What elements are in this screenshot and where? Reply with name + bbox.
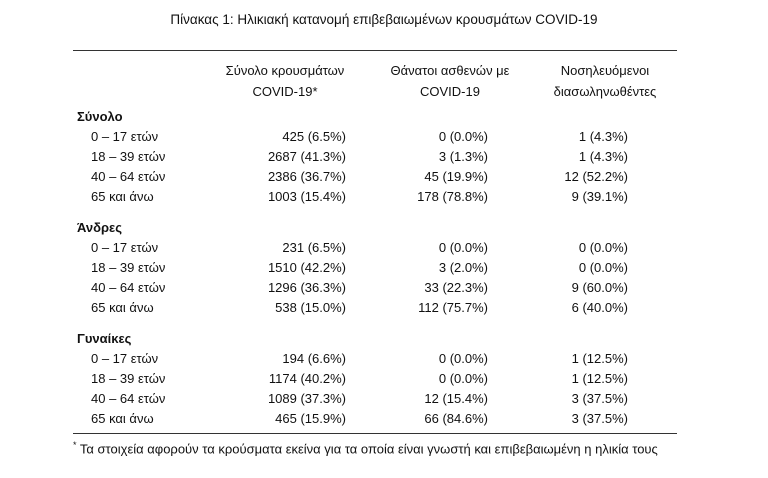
group-title: Άνδρες bbox=[77, 220, 122, 235]
deaths-cell: 45 (19.9%) bbox=[424, 169, 488, 184]
cases-cell: 538 (15.0%) bbox=[275, 300, 346, 315]
deaths-cell: 3 (2.0%) bbox=[438, 260, 488, 275]
intubated-cell: 0 (0.0%) bbox=[578, 240, 628, 255]
age-cell: 0 – 17 ετών bbox=[91, 240, 159, 255]
intubated-cell: 1 (4.3%) bbox=[578, 149, 628, 164]
table-row: 18 – 39 ετών 1510 (42.2%) 3 (2.0%) 0 (0.0%) bbox=[73, 258, 677, 278]
intubated-cell: 9 (39.1%) bbox=[571, 189, 628, 204]
cases-cell: 425 (6.5%) bbox=[282, 129, 346, 144]
header-deaths: Θάνατοι ασθενών με COVID-19 bbox=[375, 60, 525, 102]
header-total-cases: Σύνολο κρουσμάτων COVID-19* bbox=[205, 60, 365, 102]
age-cell: 18 – 39 ετών bbox=[91, 149, 166, 164]
group-total: Σύνολο 0 – 17 ετών 425 (6.5%) 0 (0.0%) 1 (4… bbox=[73, 107, 677, 207]
table-row: 0 – 17 ετών 231 (6.5%) 0 (0.0%) 0 (0.0%) bbox=[73, 238, 677, 258]
age-cell: 40 – 64 ετών bbox=[91, 280, 166, 295]
intubated-cell: 0 (0.0%) bbox=[578, 260, 628, 275]
header-intubated: Νοσηλευόμενοι διασωληνωθέντες bbox=[530, 60, 680, 102]
group-title: Σύνολο bbox=[77, 109, 123, 124]
age-cell: 40 – 64 ετών bbox=[91, 391, 166, 406]
age-cell: 0 – 17 ετών bbox=[91, 351, 159, 366]
intubated-cell: 3 (37.5%) bbox=[571, 411, 628, 426]
intubated-cell: 3 (37.5%) bbox=[571, 391, 628, 406]
deaths-cell: 178 (78.8%) bbox=[417, 189, 488, 204]
table-row: 65 και άνω 465 (15.9%) 66 (84.6%) 3 (37.5%) bbox=[73, 409, 677, 429]
table-row: 18 – 39 ετών 1174 (40.2%) 0 (0.0%) 1 (12.5%… bbox=[73, 369, 677, 389]
header-deaths-line1: Θάνατοι ασθενών με bbox=[390, 63, 510, 78]
footnote-marker: * bbox=[73, 440, 77, 450]
top-rule bbox=[73, 50, 677, 51]
table-row: 0 – 17 ετών 425 (6.5%) 0 (0.0%) 1 (4.3%) bbox=[73, 127, 677, 147]
cases-cell: 2386 (36.7%) bbox=[267, 169, 346, 184]
table-row: 0 – 17 ετών 194 (6.6%) 0 (0.0%) 1 (12.5%) bbox=[73, 349, 677, 369]
cases-cell: 1510 (42.2%) bbox=[267, 260, 346, 275]
table-row: 65 και άνω 1003 (15.4%) 178 (78.8%) 9 (39.1… bbox=[73, 187, 677, 207]
table-row: 40 – 64 ετών 2386 (36.7%) 45 (19.9%) 12 (52… bbox=[73, 167, 677, 187]
group-title: Γυναίκες bbox=[77, 331, 132, 346]
intubated-cell: 1 (12.5%) bbox=[571, 371, 628, 386]
age-cell: 65 και άνω bbox=[91, 189, 154, 204]
group-women: Γυναίκες 0 – 17 ετών 194 (6.6%) 0 (0.0%) 1 … bbox=[73, 329, 677, 429]
header-total-cases-line2: COVID-19* bbox=[252, 84, 318, 99]
intubated-cell: 1 (12.5%) bbox=[571, 351, 628, 366]
header-intubated-line2: διασωληνωθέντες bbox=[553, 84, 657, 99]
cases-cell: 231 (6.5%) bbox=[282, 240, 346, 255]
cases-cell: 1174 (40.2%) bbox=[268, 371, 346, 386]
cases-cell: 1296 (36.3%) bbox=[267, 280, 346, 295]
bottom-rule bbox=[73, 433, 677, 434]
deaths-cell: 0 (0.0%) bbox=[438, 371, 488, 386]
age-cell: 18 – 39 ετών bbox=[91, 371, 166, 386]
footnote: * Τα στοιχεία αφορούν τα κρούσματα εκείν… bbox=[73, 440, 658, 456]
deaths-cell: 66 (84.6%) bbox=[424, 411, 488, 426]
cases-cell: 1003 (15.4%) bbox=[267, 189, 346, 204]
table-row: 65 και άνω 538 (15.0%) 112 (75.7%) 6 (40.0%… bbox=[73, 298, 677, 318]
deaths-cell: 112 (75.7%) bbox=[418, 300, 488, 315]
age-cell: 40 – 64 ετών bbox=[91, 169, 166, 184]
cases-cell: 2687 (41.3%) bbox=[267, 149, 346, 164]
intubated-cell: 9 (60.0%) bbox=[571, 280, 628, 295]
cases-cell: 194 (6.6%) bbox=[282, 351, 346, 366]
table-row: 18 – 39 ετών 2687 (41.3%) 3 (1.3%) 1 (4.3%) bbox=[73, 147, 677, 167]
table-row: 40 – 64 ετών 1089 (37.3%) 12 (15.4%) 3 (37.… bbox=[73, 389, 677, 409]
table-row: 40 – 64 ετών 1296 (36.3%) 33 (22.3%) 9 (60.… bbox=[73, 278, 677, 298]
header-intubated-line1: Νοσηλευόμενοι bbox=[560, 63, 650, 78]
age-cell: 18 – 39 ετών bbox=[91, 260, 166, 275]
header-deaths-line2: COVID-19 bbox=[420, 84, 480, 99]
deaths-cell: 3 (1.3%) bbox=[438, 149, 488, 164]
deaths-cell: 33 (22.3%) bbox=[424, 280, 488, 295]
cases-cell: 1089 (37.3%) bbox=[267, 391, 346, 406]
intubated-cell: 6 (40.0%) bbox=[571, 300, 628, 315]
group-men: Άνδρες 0 – 17 ετών 231 (6.5%) 0 (0.0%) 0 (0… bbox=[73, 218, 677, 318]
deaths-cell: 0 (0.0%) bbox=[438, 240, 488, 255]
age-cell: 0 – 17 ετών bbox=[91, 129, 159, 144]
header-total-cases-line1: Σύνολο κρουσμάτων bbox=[225, 63, 345, 78]
age-cell: 65 και άνω bbox=[91, 411, 154, 426]
intubated-cell: 1 (4.3%) bbox=[578, 129, 628, 144]
table-body: Σύνολο 0 – 17 ετών 425 (6.5%) 0 (0.0%) 1 (4… bbox=[73, 107, 677, 440]
deaths-cell: 0 (0.0%) bbox=[438, 351, 488, 366]
deaths-cell: 0 (0.0%) bbox=[438, 129, 488, 144]
age-cell: 65 και άνω bbox=[91, 300, 154, 315]
table-title: Πίνακας 1: Ηλικιακή κατανομή επιβεβαιωμέ… bbox=[170, 12, 598, 27]
deaths-cell: 12 (15.4%) bbox=[424, 391, 488, 406]
footnote-text: Τα στοιχεία αφορούν τα κρούσματα εκείνα … bbox=[76, 441, 658, 457]
cases-cell: 465 (15.9%) bbox=[275, 411, 346, 426]
intubated-cell: 12 (52.2%) bbox=[564, 169, 628, 184]
